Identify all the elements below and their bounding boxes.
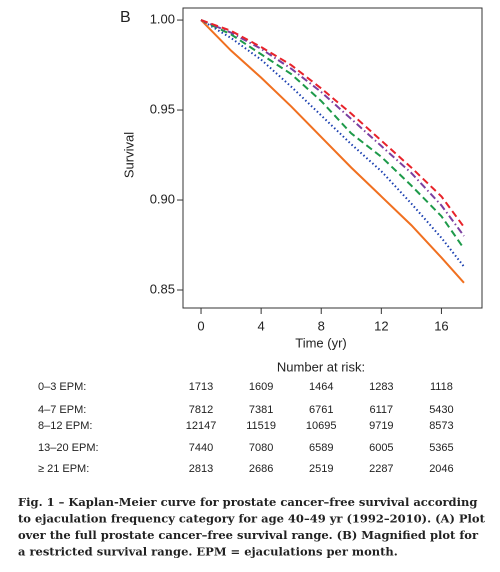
y-axis-label: Survival bbox=[121, 132, 136, 178]
survival-curve bbox=[200, 19, 465, 228]
risk-table-title: Number at risk: bbox=[277, 359, 365, 374]
survival-curve bbox=[200, 19, 465, 268]
caption-line: a restricted survival range. EPM = ejacu… bbox=[18, 545, 398, 559]
survival-curve bbox=[200, 19, 465, 284]
survival-curve bbox=[200, 19, 465, 237]
x-tick-label: 8 bbox=[318, 318, 325, 333]
risk-count: 10695 bbox=[306, 420, 337, 432]
caption-line: over the full prostate cancer–free survi… bbox=[18, 528, 479, 542]
risk-row-label: 4–7 EPM: bbox=[38, 404, 86, 416]
risk-count: 1464 bbox=[309, 381, 333, 393]
risk-count: 7080 bbox=[249, 442, 273, 454]
panel-label: B bbox=[120, 9, 131, 26]
risk-count: 2046 bbox=[429, 463, 453, 475]
x-tick-label: 16 bbox=[434, 318, 448, 333]
risk-count: 8573 bbox=[429, 420, 453, 432]
survival-curve bbox=[200, 19, 465, 250]
risk-count: 7440 bbox=[189, 442, 213, 454]
x-tick-label: 4 bbox=[258, 318, 265, 333]
y-tick-label: 0.90 bbox=[150, 191, 175, 206]
x-tick-label: 12 bbox=[374, 318, 388, 333]
risk-count: 7812 bbox=[189, 404, 213, 416]
plot-frame bbox=[182, 7, 483, 309]
caption-line: Fig. 1 – Kaplan-Meier curve for prostate… bbox=[18, 495, 477, 509]
risk-count: 1283 bbox=[369, 381, 393, 393]
caption-line: to ejaculation frequency category for ag… bbox=[18, 512, 486, 526]
risk-count: 7381 bbox=[249, 404, 273, 416]
risk-row-label: 8–12 EPM: bbox=[38, 420, 92, 432]
risk-row-label: 0–3 EPM: bbox=[38, 381, 86, 393]
risk-count: 2287 bbox=[369, 463, 393, 475]
risk-row-label: 13–20 EPM: bbox=[38, 442, 99, 454]
risk-count: 2813 bbox=[189, 463, 213, 475]
y-tick-label: 1.00 bbox=[150, 11, 175, 26]
risk-count: 6589 bbox=[309, 442, 333, 454]
risk-count: 5365 bbox=[429, 442, 453, 454]
risk-count: 2519 bbox=[309, 463, 333, 475]
y-tick-label: 0.85 bbox=[150, 281, 175, 296]
risk-count: 1713 bbox=[189, 381, 213, 393]
x-axis-label: Time (yr) bbox=[295, 335, 347, 350]
risk-count: 12147 bbox=[186, 420, 217, 432]
risk-count: 6761 bbox=[309, 404, 333, 416]
risk-count: 9719 bbox=[369, 420, 393, 432]
risk-row-label: ≥ 21 EPM: bbox=[38, 463, 89, 475]
risk-count: 1118 bbox=[430, 381, 453, 393]
risk-count: 11519 bbox=[246, 420, 276, 432]
risk-count: 6117 bbox=[370, 404, 394, 416]
y-tick-label: 0.95 bbox=[150, 101, 175, 116]
risk-count: 6005 bbox=[369, 442, 393, 454]
x-tick-label: 0 bbox=[197, 318, 204, 333]
risk-count: 1609 bbox=[249, 381, 273, 393]
risk-count: 2686 bbox=[249, 463, 273, 475]
risk-count: 5430 bbox=[429, 404, 453, 416]
